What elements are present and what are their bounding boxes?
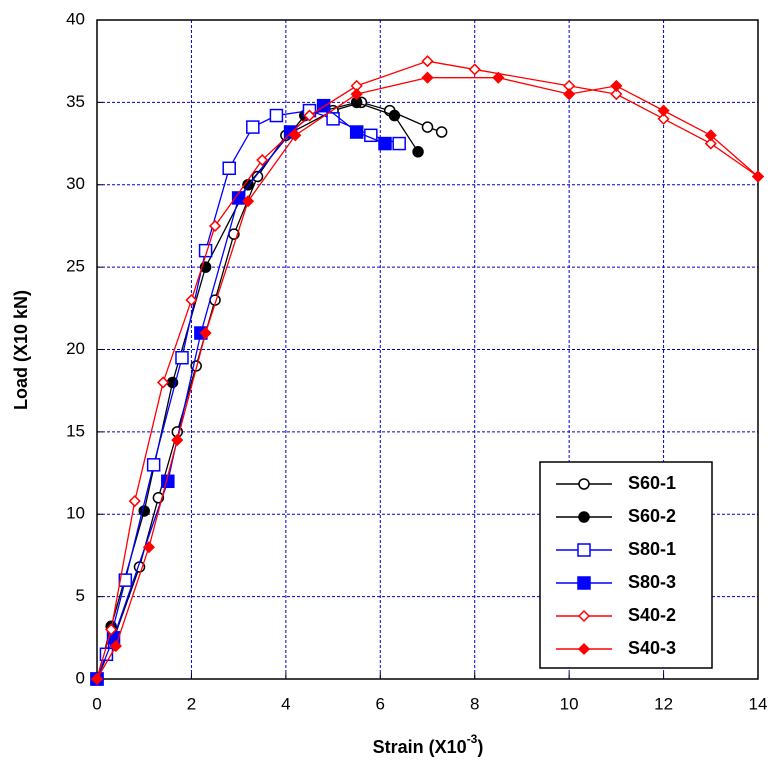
- x-tick-label: 0: [92, 694, 101, 713]
- legend-label: S80-1: [628, 539, 676, 559]
- x-tick-label: 4: [281, 694, 290, 713]
- marker: [657, 104, 670, 117]
- marker: [269, 108, 284, 123]
- x-tick-label: 14: [749, 694, 768, 713]
- x-tick-label: 10: [560, 694, 579, 713]
- marker: [128, 495, 141, 508]
- marker: [468, 63, 481, 76]
- marker: [199, 326, 212, 340]
- y-tick-label: 30: [66, 174, 85, 193]
- y-tick-label: 35: [66, 92, 85, 111]
- marker: [157, 376, 170, 389]
- marker: [171, 434, 184, 447]
- legend-box: [539, 461, 713, 669]
- marker: [492, 71, 505, 84]
- marker: [577, 642, 591, 656]
- marker: [577, 543, 591, 557]
- marker: [242, 195, 255, 208]
- y-tick-label: 20: [66, 339, 85, 358]
- marker: [349, 125, 364, 139]
- marker: [657, 112, 670, 125]
- marker: [105, 623, 118, 636]
- marker: [303, 109, 316, 122]
- x-tick-label: 6: [376, 694, 385, 713]
- marker: [610, 88, 623, 101]
- marker: [421, 121, 434, 133]
- marker: [421, 55, 434, 68]
- marker: [326, 112, 340, 126]
- marker: [412, 146, 424, 158]
- legend-label: S60-2: [628, 506, 676, 526]
- y-tick-label: 0: [76, 668, 85, 687]
- y-tick-label: 10: [66, 504, 85, 523]
- marker: [289, 129, 302, 142]
- x-axis-label-text: Strain (X10: [373, 737, 467, 757]
- marker: [90, 672, 104, 686]
- x-tick-label: 8: [470, 694, 479, 713]
- x-axis-label-close: ): [477, 737, 483, 757]
- marker: [138, 505, 150, 517]
- marker: [435, 126, 448, 138]
- marker: [142, 541, 155, 554]
- x-tick-label: 12: [654, 694, 673, 713]
- marker: [751, 170, 765, 183]
- marker: [392, 136, 406, 151]
- marker: [610, 79, 623, 92]
- marker: [388, 109, 401, 122]
- marker: [185, 294, 198, 307]
- marker: [256, 153, 269, 167]
- marker: [109, 639, 122, 653]
- marker: [578, 511, 590, 523]
- x-axis-label-exponent: -3: [467, 732, 478, 746]
- series-line: [96, 60, 759, 680]
- marker: [704, 129, 717, 142]
- marker: [704, 137, 717, 150]
- marker: [222, 161, 236, 176]
- marker: [563, 88, 576, 101]
- x-tick-label: 2: [187, 694, 196, 713]
- y-tick-label: 15: [66, 421, 85, 440]
- series-line: [96, 101, 442, 680]
- marker: [578, 478, 590, 490]
- legend-label: S80-3: [628, 572, 676, 592]
- plot-frame: [96, 19, 759, 680]
- marker: [251, 170, 264, 183]
- legend-label: S60-1: [628, 473, 676, 493]
- legend-label: S40-3: [628, 638, 676, 658]
- y-axis-label: Load (X10 kN): [11, 290, 31, 410]
- legend-label: S40-2: [628, 605, 676, 625]
- marker: [208, 219, 222, 232]
- marker: [118, 573, 133, 587]
- y-tick-label: 5: [76, 586, 85, 605]
- marker: [246, 120, 260, 134]
- marker: [175, 350, 189, 365]
- y-tick-label: 25: [66, 257, 85, 276]
- marker: [421, 71, 434, 84]
- marker: [378, 136, 392, 151]
- marker: [577, 609, 591, 623]
- marker: [577, 576, 591, 590]
- x-axis-label: Strain (X10-3): [373, 732, 484, 757]
- marker: [146, 458, 161, 472]
- marker: [350, 88, 363, 101]
- y-tick-label: 40: [66, 9, 85, 28]
